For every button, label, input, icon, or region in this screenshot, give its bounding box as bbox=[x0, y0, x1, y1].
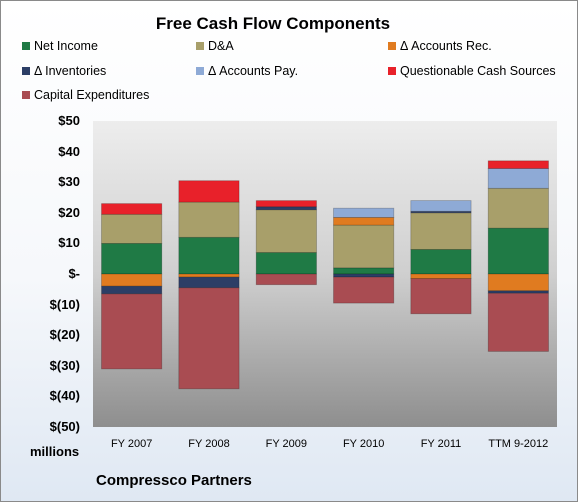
x-tick-label: FY 2007 bbox=[110, 438, 153, 450]
bar-segment bbox=[101, 213, 163, 244]
y-tick-label: $20 bbox=[58, 204, 80, 220]
bar-segment bbox=[487, 227, 549, 275]
chart-title: Free Cash Flow Components bbox=[155, 14, 391, 33]
bar-segment bbox=[178, 180, 240, 203]
bar-segment bbox=[410, 200, 472, 212]
legend-item: Net Income bbox=[22, 38, 98, 54]
legend-swatch bbox=[22, 67, 30, 75]
legend-item: D&A bbox=[196, 38, 234, 54]
legend-item: Capital Expenditures bbox=[22, 87, 149, 103]
bar-segment bbox=[333, 216, 395, 226]
bar-segment bbox=[101, 242, 163, 275]
legend-label: Δ Accounts Rec. bbox=[400, 39, 492, 53]
legend-item: Δ Inventories bbox=[22, 63, 106, 79]
x-tick-label: FY 2011 bbox=[420, 438, 462, 450]
bar-segment bbox=[333, 267, 395, 275]
y-tick-label: $(20) bbox=[49, 327, 80, 343]
x-tick-label: FY 2010 bbox=[342, 438, 385, 450]
bar-segment bbox=[487, 187, 549, 229]
bar-segment bbox=[255, 200, 317, 208]
legend-label: Net Income bbox=[34, 39, 98, 53]
bar-segment bbox=[410, 212, 472, 250]
bar-segment bbox=[101, 293, 163, 370]
bar-segment bbox=[178, 236, 240, 275]
bar-segment bbox=[410, 278, 472, 315]
units-label: millions bbox=[30, 444, 80, 459]
legend-swatch bbox=[388, 42, 396, 50]
bar-segment bbox=[487, 160, 549, 169]
bar-segment bbox=[178, 276, 240, 289]
bar-segment bbox=[487, 290, 549, 294]
bar-segment bbox=[101, 203, 163, 215]
plot-background bbox=[93, 121, 557, 427]
legend-item: Questionable Cash Sources bbox=[388, 63, 556, 79]
y-tick-label: $40 bbox=[58, 143, 80, 159]
bar-segment bbox=[255, 273, 317, 286]
bar-segment bbox=[333, 276, 395, 304]
bar-segment bbox=[333, 224, 395, 269]
y-tick-label: $50 bbox=[58, 113, 80, 128]
bar-segment bbox=[178, 273, 240, 278]
y-tick-label: $(10) bbox=[49, 296, 80, 312]
bar-segment bbox=[487, 292, 549, 352]
legend-item: Δ Accounts Rec. bbox=[388, 38, 492, 54]
legend-label: Δ Accounts Pay. bbox=[208, 64, 299, 78]
legend-label: D&A bbox=[208, 39, 234, 53]
legend-swatch bbox=[388, 67, 396, 75]
legend-label: Capital Expenditures bbox=[34, 88, 150, 102]
legend-swatch bbox=[196, 42, 204, 50]
bar-segment bbox=[410, 273, 472, 279]
legend-item: Δ Accounts Pay. bbox=[196, 63, 298, 79]
bar-segment bbox=[333, 273, 395, 278]
legend-label: Δ Inventories bbox=[34, 64, 107, 78]
bar-segment bbox=[101, 285, 163, 295]
bar-segment bbox=[410, 249, 472, 275]
legend-swatch bbox=[196, 67, 204, 75]
bar-segment bbox=[255, 206, 317, 211]
y-tick-label: $(30) bbox=[49, 357, 80, 373]
legend-label: Questionable Cash Sources bbox=[400, 64, 556, 78]
bar-segment bbox=[255, 209, 317, 253]
bar-segment bbox=[487, 273, 549, 292]
y-tick-label: $10 bbox=[58, 235, 80, 251]
legend-swatch bbox=[22, 91, 30, 99]
bar-segment bbox=[487, 167, 549, 189]
y-tick-label: $(40) bbox=[49, 388, 80, 404]
x-tick-label: FY 2009 bbox=[265, 438, 308, 450]
y-tick-label: $(50) bbox=[49, 419, 80, 434]
bar-segment bbox=[255, 252, 317, 275]
bar-segment bbox=[178, 287, 240, 390]
bar-segment bbox=[333, 207, 395, 218]
x-tick-label: FY 2008 bbox=[188, 438, 230, 450]
legend-swatch bbox=[22, 42, 30, 50]
y-tick-label: $30 bbox=[58, 174, 80, 190]
company-name: Compressco Partners bbox=[96, 472, 252, 489]
bar-segment bbox=[101, 273, 163, 287]
x-tick-label: TTM 9-2012 bbox=[488, 438, 549, 450]
y-tick-label: $- bbox=[68, 266, 80, 281]
bar-segment bbox=[178, 201, 240, 238]
